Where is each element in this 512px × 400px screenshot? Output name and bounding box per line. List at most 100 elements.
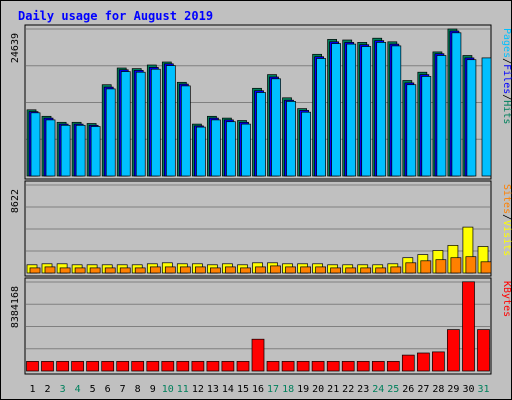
bottom-bar-kbytes-day-2 xyxy=(41,361,54,372)
middle-bar-sites-day-16 xyxy=(255,266,266,274)
middle-panel: 8622 Sites/Visits xyxy=(10,180,512,277)
legend-visits: Visits xyxy=(501,220,512,256)
legend-sites: Sites xyxy=(501,184,512,214)
legend-files: Files xyxy=(501,64,512,94)
top-bar-pages-day-15 xyxy=(241,123,251,177)
bottom-bar-kbytes-day-23 xyxy=(356,361,370,372)
top-bar-pages-day-16 xyxy=(256,92,266,177)
x-tick-label-day-15: 15 xyxy=(237,384,249,395)
middle-max-label: 8622 xyxy=(10,189,21,213)
x-tick-label-day-25: 25 xyxy=(387,384,399,395)
top-bar-pages-day-29 xyxy=(451,32,462,177)
top-bar-pages-day-13 xyxy=(211,119,221,177)
bottom-bar-kbytes-day-30 xyxy=(462,281,475,372)
x-tick-label-day-3: 3 xyxy=(60,384,66,395)
x-tick-label-day-23: 23 xyxy=(357,384,369,395)
middle-bar-sites-day-8 xyxy=(134,267,146,274)
middle-bar-sites-day-19 xyxy=(300,266,311,274)
x-tick-label-day-4: 4 xyxy=(75,384,81,395)
middle-bar-sites-day-4 xyxy=(74,267,86,274)
x-tick-label-day-13: 13 xyxy=(207,384,219,395)
middle-bar-sites-day-5 xyxy=(89,267,101,274)
bottom-bar-kbytes-day-25 xyxy=(386,361,400,372)
x-tick-label-day-31: 31 xyxy=(477,384,489,395)
bottom-bar-kbytes-day-14 xyxy=(221,361,235,372)
middle-bar-sites-day-31 xyxy=(480,261,492,274)
middle-bar-sites-day-30 xyxy=(465,256,477,274)
legend-pages: Pages xyxy=(501,28,512,58)
top-bar-pages-day-2 xyxy=(45,119,56,177)
x-tick-label-day-8: 8 xyxy=(135,384,141,395)
x-tick-label-day-20: 20 xyxy=(312,384,324,395)
middle-bar-sites-day-24 xyxy=(375,267,387,274)
bottom-bar-kbytes-day-17 xyxy=(266,361,280,372)
x-tick-label-day-11: 11 xyxy=(177,384,189,395)
top-bar-pages-day-10 xyxy=(165,65,176,177)
top-bar-pages-day-17 xyxy=(271,78,281,177)
bottom-bar-kbytes-day-22 xyxy=(341,361,355,372)
middle-bar-sites-day-22 xyxy=(345,267,357,274)
middle-bar-sites-day-18 xyxy=(285,266,296,274)
top-bar-pages-day-26 xyxy=(406,84,417,177)
bottom-bar-kbytes-day-27 xyxy=(417,352,430,372)
x-tick-label-day-10: 10 xyxy=(162,384,174,395)
legend-separator: / xyxy=(501,58,512,64)
x-tick-label-day-6: 6 xyxy=(105,384,111,395)
top-bar-pages-day-24 xyxy=(376,42,387,177)
top-bar-pages-day-19 xyxy=(301,111,311,177)
top-bar-pages-day-11 xyxy=(180,85,191,177)
top-bar-pages-day-8 xyxy=(135,71,146,177)
top-bar-pages-day-3 xyxy=(60,124,71,177)
top-bar-pages-day-27 xyxy=(421,76,432,177)
bottom-bar-kbytes-day-31 xyxy=(477,329,490,372)
chart-title: Daily usage for August 2019 xyxy=(18,9,213,23)
middle-bar-sites-day-1 xyxy=(29,267,41,274)
bottom-max-label: 8384168 xyxy=(10,286,21,328)
x-tick-label-day-9: 9 xyxy=(150,384,156,395)
x-axis-labels: 1 2 3 4 5 6 7 8 9 10 11 12 13 14 15 16 17 18 19 20 21 22 23 24 2… xyxy=(29,384,489,395)
middle-bar-sites-day-29 xyxy=(450,257,462,274)
bottom-bar-kbytes-day-1 xyxy=(26,361,39,372)
middle-bar-sites-day-7 xyxy=(119,267,131,274)
middle-bar-sites-day-14 xyxy=(225,266,236,274)
x-tick-label-day-16: 16 xyxy=(252,384,264,395)
legend-separator: / xyxy=(501,214,512,220)
top-bar-pages-day-12 xyxy=(196,126,206,177)
top-bar-pages-day-20 xyxy=(316,58,326,177)
x-tick-label-day-12: 12 xyxy=(192,384,204,395)
bottom-bar-kbytes-day-8 xyxy=(131,361,145,372)
middle-bar-sites-day-20 xyxy=(315,266,326,274)
bottom-bar-kbytes-day-21 xyxy=(326,361,340,372)
middle-bar-sites-day-23 xyxy=(360,267,372,274)
bottom-legend: KBytes xyxy=(501,281,512,317)
middle-bar-sites-day-26 xyxy=(405,262,417,274)
x-tick-label-day-24: 24 xyxy=(372,384,384,395)
middle-bar-sites-day-6 xyxy=(104,267,116,274)
top-max-label: 24639 xyxy=(10,33,21,63)
bottom-panel: 8384168 KBytes xyxy=(10,277,512,375)
top-bar-pages-day-28 xyxy=(436,55,447,177)
bottom-bar-kbytes-day-15 xyxy=(236,361,250,372)
top-bar-pages-day-31 xyxy=(481,57,492,177)
middle-bar-sites-day-15 xyxy=(240,267,251,274)
bottom-bar-kbytes-day-4 xyxy=(71,361,84,372)
x-tick-label-day-19: 19 xyxy=(297,384,309,395)
middle-bar-sites-day-2 xyxy=(44,266,56,274)
middle-bar-sites-day-21 xyxy=(330,267,341,274)
bottom-bar-kbytes-day-18 xyxy=(281,361,295,372)
legend-kbytes: KBytes xyxy=(501,281,512,317)
x-tick-label-day-30: 30 xyxy=(462,384,474,395)
legend-hits: Hits xyxy=(501,100,512,124)
top-bar-pages-day-30 xyxy=(466,59,477,177)
middle-bar-sites-day-10 xyxy=(164,266,176,274)
middle-bar-sites-day-12 xyxy=(195,266,206,274)
bottom-bar-kbytes-day-28 xyxy=(432,351,445,372)
top-bar-pages-day-21 xyxy=(331,43,341,177)
middle-legend: Sites/Visits xyxy=(501,184,512,256)
bottom-bar-kbytes-day-5 xyxy=(86,361,99,372)
bottom-bar-kbytes-day-3 xyxy=(56,361,69,372)
x-tick-label-day-7: 7 xyxy=(120,384,126,395)
top-bar-pages-day-6 xyxy=(105,88,116,177)
x-tick-label-day-29: 29 xyxy=(447,384,459,395)
